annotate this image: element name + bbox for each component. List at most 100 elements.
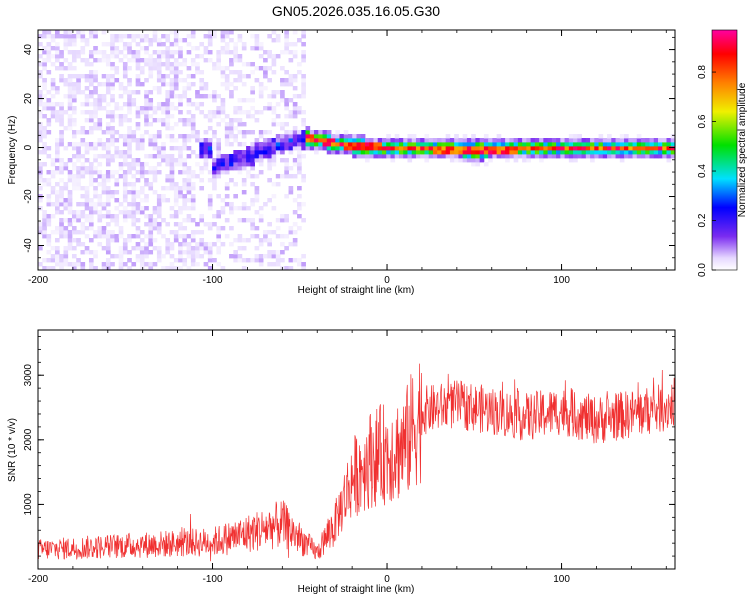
spectrogram-cell [288, 78, 294, 83]
spectrogram-cell [263, 86, 268, 91]
spectrogram-cell [80, 174, 86, 179]
spectrogram-cell [152, 178, 158, 183]
spectrogram-cell [105, 246, 111, 251]
spectrogram-cell [54, 90, 60, 95]
spectrogram-cell [178, 146, 183, 151]
spectrogram-cell [641, 138, 646, 143]
colorbar-tick-label: 0.6 [697, 114, 708, 128]
spectrogram-cell [173, 210, 179, 215]
spectrogram-cell [415, 154, 421, 159]
spectrogram-cell [212, 130, 217, 135]
spectrogram-cell [135, 62, 141, 67]
spectrogram-cell [161, 122, 166, 127]
spectrogram-cell [237, 170, 243, 175]
spectrogram-cell [534, 154, 540, 159]
spectrogram-cell [590, 146, 595, 151]
spectrogram-cell [122, 54, 128, 59]
spectrogram-cell [263, 238, 268, 243]
spectrogram-cell [76, 214, 81, 219]
spectrogram-cell [46, 194, 52, 199]
spectrogram-cell [173, 106, 179, 111]
spectrogram-cell [267, 166, 272, 171]
spectrogram-cell [122, 174, 128, 179]
spectrogram-cell [139, 170, 145, 175]
spectrogram-cell [50, 102, 56, 107]
spectrogram-cell [229, 142, 234, 147]
spectrogram-cell [63, 126, 69, 131]
spectrogram-cell [292, 210, 298, 215]
spectrogram-cell [220, 34, 226, 39]
spectrogram-cell [352, 150, 357, 155]
spectrogram-cell [220, 102, 226, 107]
spectrogram-frame [37, 29, 676, 271]
spectrogram-cell [135, 210, 141, 215]
spectrogram-cell [551, 138, 557, 143]
spectrogram-cell [607, 138, 612, 143]
spectrogram-cell [237, 38, 243, 43]
spectrogram-cell [182, 158, 188, 163]
spectrogram-cell [224, 30, 230, 35]
spectrogram-cell [224, 170, 230, 175]
spectrogram-cell [233, 134, 238, 139]
spectrogram-cell [632, 142, 638, 147]
spectrogram-cell [186, 186, 192, 191]
spectrogram-cell [607, 154, 612, 159]
spectrogram-cell [203, 138, 209, 143]
spectrogram-cell [59, 226, 64, 231]
spectrogram-cell [63, 42, 69, 47]
spectrogram-cell [212, 242, 217, 247]
spectrogram-cell [38, 138, 43, 143]
spectrogram-cell [475, 154, 481, 159]
spectrogram-cell [190, 30, 196, 35]
spectrogram-cell [437, 146, 442, 151]
spectrogram-cell [475, 150, 481, 155]
spectrogram-cell [186, 118, 192, 123]
spectrogram-cell [156, 226, 162, 231]
spectrogram-cell [258, 110, 264, 115]
spectrogram-cell [280, 126, 285, 131]
spectrogram-cell [59, 198, 64, 203]
spectrogram-cell [229, 94, 234, 99]
spectrogram-cell [547, 146, 553, 151]
spectrogram-cell [67, 170, 73, 175]
spectrogram-cell [241, 238, 247, 243]
spectrogram-cell [152, 110, 158, 115]
spectrogram-cell [229, 254, 234, 259]
spectrogram-cell [207, 258, 213, 263]
spectrogram-cell [229, 70, 234, 75]
spectrogram-cell [110, 170, 115, 175]
spectrogram-cell [301, 174, 306, 179]
spectrogram-cell [59, 178, 64, 183]
spectrogram-cell [97, 182, 103, 187]
spectrogram-cell [670, 142, 675, 147]
spectrogram-cell [178, 170, 183, 175]
spectrogram-cell [195, 94, 200, 99]
spectrogram-cell [649, 146, 655, 151]
spectrogram-cell [246, 258, 251, 263]
spectrogram-cell [148, 166, 154, 171]
spectrogram-cell [144, 38, 149, 43]
spectrogram-cell [483, 154, 489, 159]
spectrogram-cell [241, 190, 247, 195]
spectrogram-cell [114, 66, 120, 71]
spectrogram-cell [331, 150, 336, 155]
spectrogram-cell [636, 134, 642, 139]
spectrogram-cell [139, 146, 145, 151]
spectrogram-cell [88, 218, 94, 223]
spectrogram-cell [139, 174, 145, 179]
spectrogram-cell [390, 138, 396, 143]
spectrogram-cell [93, 166, 98, 171]
spectrogram-cell [471, 158, 476, 163]
spectrogram-cell [653, 138, 659, 143]
spectrogram-cell [449, 150, 455, 155]
spectrogram-cell [573, 158, 578, 163]
spectrogram-cell [254, 110, 260, 115]
spectrogram-cell [636, 142, 642, 147]
spectrogram-cell [360, 138, 366, 143]
spectrogram-cell [122, 90, 128, 95]
spectrogram-cell [152, 174, 158, 179]
spectrogram-cell [233, 250, 238, 255]
spectrogram-cell [275, 142, 281, 147]
spectrogram-cell [63, 186, 69, 191]
spectrogram-cell [267, 242, 272, 247]
